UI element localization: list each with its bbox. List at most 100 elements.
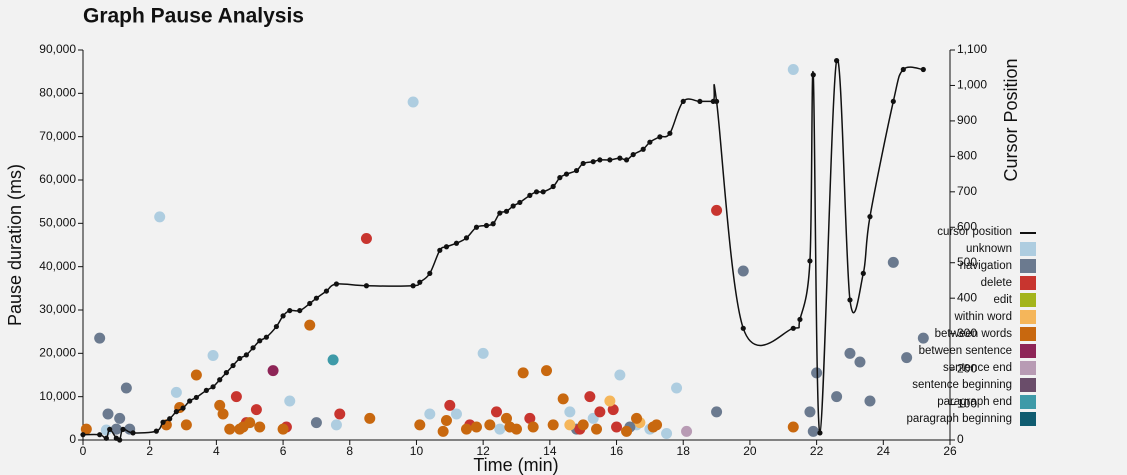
pause-point xyxy=(484,419,496,431)
pause-point xyxy=(310,417,322,429)
cursor-point xyxy=(580,160,586,167)
cursor-point xyxy=(497,210,503,216)
cursor-point xyxy=(250,345,256,351)
pause-point xyxy=(440,415,452,426)
pause-point xyxy=(787,421,799,433)
pause-point xyxy=(524,412,536,424)
pause-point xyxy=(444,399,456,411)
x-tick-label: 14 xyxy=(543,444,557,458)
pause-point xyxy=(607,404,619,416)
cursor-point xyxy=(790,325,796,331)
pause-point xyxy=(180,419,192,431)
pause-point xyxy=(217,408,229,420)
pause-point xyxy=(917,332,929,344)
cursor-point xyxy=(533,189,540,195)
y-tick-label: 80,000 xyxy=(39,86,76,100)
pause-point xyxy=(651,419,663,431)
legend-label: sentence beginning xyxy=(912,379,1012,391)
x-tick-label: 8 xyxy=(346,444,353,458)
y-tick-label: 50,000 xyxy=(39,216,76,230)
pause-point xyxy=(364,412,376,424)
pause-point xyxy=(547,419,559,431)
pause-point xyxy=(330,419,342,431)
pause-point xyxy=(564,406,576,418)
x-tick-label: 18 xyxy=(677,444,691,458)
cursor-point xyxy=(527,192,533,198)
pause-point xyxy=(864,395,876,407)
legend-swatch xyxy=(1020,310,1036,324)
pause-point xyxy=(584,391,596,403)
legend-swatch xyxy=(1020,327,1036,341)
cursor-point xyxy=(263,334,270,340)
pause-point xyxy=(407,96,419,108)
y-tick-label: 0 xyxy=(69,432,76,446)
pause-point xyxy=(527,421,539,433)
pause-point xyxy=(120,382,132,394)
cursor-point xyxy=(607,157,613,163)
legend-label: between sentence xyxy=(919,345,1012,357)
cursor-point xyxy=(713,98,720,105)
cursor-point xyxy=(230,362,236,369)
y2-tick-label: 100 xyxy=(957,397,977,411)
pause-point xyxy=(154,211,166,223)
cursor-point xyxy=(217,377,223,383)
pause-point xyxy=(804,406,816,418)
pause-point xyxy=(224,423,236,435)
cursor-point xyxy=(483,222,490,229)
x-tick-label: 20 xyxy=(743,444,757,458)
pause-point xyxy=(277,423,289,435)
cursor-point xyxy=(697,98,703,105)
legend-swatch xyxy=(1020,395,1036,409)
pause-point xyxy=(711,406,723,418)
pause-point xyxy=(460,423,472,435)
pause-point xyxy=(102,408,114,420)
y2-tick-label: 900 xyxy=(957,113,977,127)
legend-label: within word xyxy=(953,311,1012,323)
y2-tick-label: 700 xyxy=(957,184,977,198)
cursor-point xyxy=(437,247,443,253)
pause-point xyxy=(450,408,462,420)
legend-label: edit xyxy=(993,294,1012,306)
y-tick-label: 20,000 xyxy=(39,346,76,360)
x-tick-label: 16 xyxy=(610,444,624,458)
cursor-point xyxy=(107,426,113,432)
cursor-point xyxy=(490,221,496,227)
pause-point xyxy=(230,391,242,403)
pause-point xyxy=(477,347,489,359)
x-tick-label: 10 xyxy=(410,444,424,458)
cursor-point xyxy=(117,437,123,443)
cursor-point xyxy=(463,235,470,241)
cursor-point xyxy=(153,428,159,434)
cursor-point xyxy=(427,270,433,276)
pause-point xyxy=(621,425,633,437)
cursor-point xyxy=(80,432,86,438)
y2-tick-label: 1,100 xyxy=(957,42,987,56)
x-tick-label: 22 xyxy=(810,444,824,458)
pause-point xyxy=(901,352,913,364)
cursor-point xyxy=(847,297,853,303)
cursor-point xyxy=(223,370,229,376)
pause-point xyxy=(681,425,693,437)
cursor-point xyxy=(297,307,303,314)
pause-point xyxy=(671,382,683,394)
y2-tick-label: 1,000 xyxy=(957,78,987,92)
legend-label: navigation xyxy=(960,260,1012,272)
y2-tick-label: 800 xyxy=(957,149,977,163)
cursor-point xyxy=(597,157,603,163)
cursor-point xyxy=(920,66,926,73)
legend-label: unknown xyxy=(966,243,1012,255)
cursor-point xyxy=(287,307,293,314)
pause-point xyxy=(284,395,296,407)
pause-point xyxy=(594,406,606,418)
cursor-point xyxy=(257,338,263,344)
y2-tick-label: 400 xyxy=(957,290,977,304)
legend-label: delete xyxy=(981,277,1012,289)
cursor-point xyxy=(130,430,136,436)
pause-point xyxy=(631,412,643,424)
pause-point xyxy=(854,356,866,368)
cursor-point xyxy=(120,426,126,432)
pause-point xyxy=(470,421,482,433)
pause-point xyxy=(190,369,202,381)
cursor-point xyxy=(173,409,179,415)
pause-point xyxy=(334,408,346,420)
